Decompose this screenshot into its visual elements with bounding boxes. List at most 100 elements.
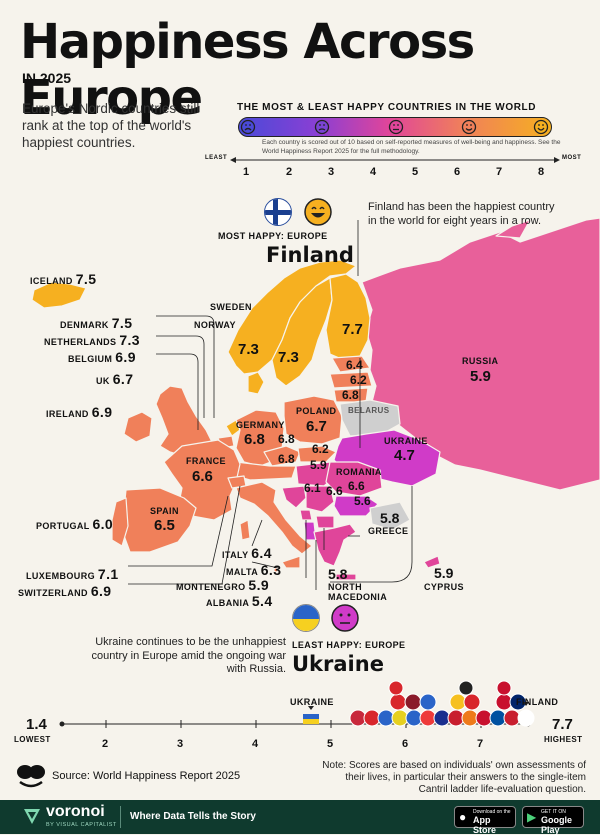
bottom-tick: 5 <box>327 738 334 750</box>
scale-low-value: 1.4 <box>26 716 47 733</box>
label-albania: ALBANIA 5.4 <box>206 593 273 609</box>
value-cyprus: 5.9 <box>434 565 454 581</box>
most-happy-country: Finland <box>266 243 354 267</box>
bottom-tick: 2 <box>102 738 109 750</box>
value-russia: 5.9 <box>470 368 491 385</box>
least-happy-country: Ukraine <box>292 652 384 676</box>
ukraine-marker-flag-icon <box>303 706 319 724</box>
scale-tick: 3 <box>328 166 335 178</box>
scale-finland-label: FINLAND <box>516 697 559 707</box>
label-germany: GERMANY <box>236 420 285 430</box>
label-ireland: IRELAND 6.9 <box>46 404 113 420</box>
label-spain: SPAIN <box>150 506 179 516</box>
value-romania: 6.6 <box>348 479 365 493</box>
belarus-shape <box>339 399 401 437</box>
label-ukraine: UKRAINE <box>384 436 428 446</box>
label-italy: ITALY 6.4 <box>222 545 272 561</box>
most-happy-note: Finland has been the happiest country in… <box>368 201 555 227</box>
value-hungary: 5.9 <box>310 458 327 472</box>
google-play-button[interactable]: ▶ GET IT ON Google Play <box>522 806 584 835</box>
very-sad-face-icon <box>240 119 256 135</box>
tagline: Where Data Tells the Story <box>130 811 256 822</box>
portugal-shape <box>111 497 129 547</box>
intro-text: Europe's Nordic countries still rank at … <box>22 101 200 150</box>
value-ukraine: 4.7 <box>394 447 415 464</box>
europe-map <box>31 217 600 590</box>
legend-title: THE MOST & LEAST HAPPY COUNTRIES IN THE … <box>237 102 537 113</box>
iceland-shape <box>31 281 87 309</box>
value-lithuania: 6.8 <box>342 388 359 402</box>
greece-shape <box>313 523 357 567</box>
label-uk: UK 6.7 <box>96 371 134 387</box>
scale-tick: 7 <box>496 166 503 178</box>
bottom-tick: 4 <box>252 738 259 750</box>
page-subtitle: IN 2025 <box>22 70 72 86</box>
italy-shape <box>235 481 313 555</box>
label-montenegro: MONTENEGRO 5.9 <box>176 577 270 593</box>
value-slovakia: 6.2 <box>312 442 329 456</box>
scale-tick: 2 <box>286 166 293 178</box>
serbia-shape <box>305 485 335 513</box>
most-happy-label: MOST HAPPY: EUROPE <box>218 231 328 241</box>
value-austria: 6.8 <box>278 452 295 466</box>
scale-high-value: 7.7 <box>552 716 573 733</box>
voronoi-logo-icon <box>24 809 40 824</box>
bottom-tick: 6 <box>402 738 409 750</box>
denmark-shape <box>247 371 265 395</box>
play-icon: ▶ <box>527 810 537 824</box>
label-denmark: DENMARK 7.5 <box>60 315 133 331</box>
poland-shape <box>283 395 343 445</box>
ukraine-flag-icon <box>292 604 320 632</box>
label-sweden: SWEDEN <box>210 302 252 312</box>
scale-tick: 4 <box>370 166 377 178</box>
scale-ukraine-label: UKRAINE <box>290 697 334 707</box>
apple-icon: ● <box>459 810 467 824</box>
label-russia: RUSSIA <box>462 356 499 366</box>
scale-least-label: LEAST <box>205 155 228 161</box>
label-iceland: ICELAND 7.5 <box>30 271 97 287</box>
bottom-tick: 7 <box>477 738 484 750</box>
footer-divider <box>120 806 121 828</box>
finland-shape <box>325 273 371 361</box>
value-norway: 7.3 <box>238 341 259 358</box>
label-cyprus: CYPRUS <box>424 582 464 592</box>
croatia-shape <box>281 485 307 509</box>
macedonia-shape <box>315 515 335 529</box>
estonia-shape <box>331 355 371 373</box>
brand-name: voronoi <box>46 803 105 820</box>
label-norway: NORWAY <box>194 320 236 330</box>
label-belgium: BELGIUM 6.9 <box>68 349 136 365</box>
least-happy-note: Ukraine continues to be the unhappiest c… <box>91 636 286 675</box>
label-poland: POLAND <box>296 406 337 416</box>
footer-bar: voronoi BY VISUAL CAPITALIST Where Data … <box>0 800 600 835</box>
finland-flag-icon <box>264 198 292 226</box>
value-bulgaria: 5.6 <box>354 494 371 508</box>
legend-faces <box>240 119 549 135</box>
least-happy-label: LEAST HAPPY: EUROPE <box>292 640 406 650</box>
label-romania: ROMANIA <box>336 467 382 477</box>
czech-shape <box>263 445 301 467</box>
romania-shape <box>325 461 383 497</box>
value-greece: 5.8 <box>380 510 400 526</box>
sad-face-icon <box>331 604 359 632</box>
value-north-macedonia: 5.8 <box>328 566 348 582</box>
app-store-button[interactable]: ● Download on the App Store <box>454 806 516 835</box>
source-text: Source: World Happiness Report 2025 <box>52 770 241 782</box>
cyprus-shape <box>423 555 441 569</box>
scale-low-label: LOWEST <box>14 735 51 744</box>
sweden-shape <box>271 277 333 387</box>
scale-high-label: HIGHEST <box>544 735 583 744</box>
value-spain: 6.5 <box>154 517 175 534</box>
label-netherlands: NETHERLANDS 7.3 <box>44 332 140 348</box>
bottom-scale <box>59 680 535 728</box>
scale-arrow <box>230 157 560 163</box>
slovakia-shape <box>297 445 337 463</box>
scale-tick: 5 <box>412 166 419 178</box>
value-czech: 6.8 <box>278 432 295 446</box>
scale-tick: 1 <box>243 166 250 178</box>
country-flag-cluster <box>349 680 535 727</box>
value-france: 6.6 <box>192 468 213 485</box>
scale-tick: 8 <box>538 166 545 178</box>
happy-face-icon <box>533 119 549 135</box>
malta-shape <box>273 567 279 573</box>
